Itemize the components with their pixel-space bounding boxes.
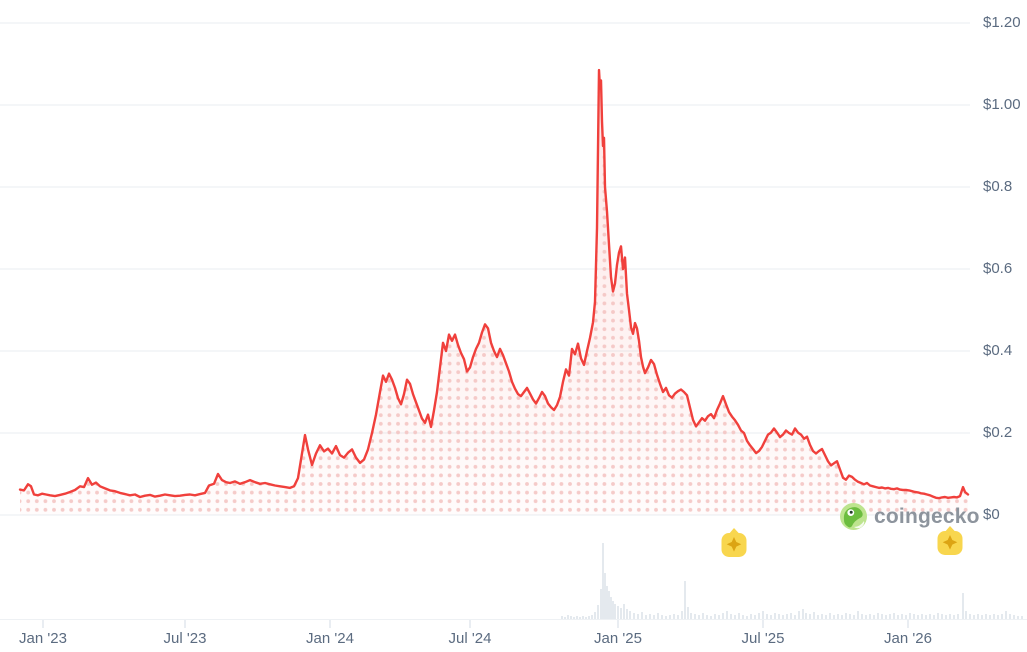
coingecko-logo-icon <box>840 503 867 530</box>
x-axis <box>0 619 1027 628</box>
sparkle-icon <box>937 526 963 555</box>
x-axis-label: Jul '23 <box>163 630 207 647</box>
coingecko-watermark: coingecko <box>840 503 980 530</box>
y-axis-label: $0.6 <box>983 260 1013 277</box>
price-area-fill <box>20 70 968 515</box>
volume-bars <box>561 543 1023 619</box>
x-axis-label: Jan '24 <box>306 630 354 647</box>
x-axis-label: Jan '23 <box>19 630 67 647</box>
x-axis-label: Jan '26 <box>884 630 932 647</box>
sparkle-badge-icon[interactable] <box>935 526 965 556</box>
x-axis-label: Jul '25 <box>741 630 785 647</box>
x-axis-label: Jul '24 <box>448 630 492 647</box>
y-axis-label: $1.00 <box>983 96 1021 113</box>
sparkle-icon <box>721 528 747 557</box>
coingecko-wordmark: coingecko <box>874 504 980 528</box>
y-axis-label: $0.8 <box>983 178 1013 195</box>
y-axis-label: $0.4 <box>983 342 1013 359</box>
price-line <box>18 68 970 500</box>
sparkle-badge-icon[interactable] <box>719 528 749 558</box>
y-axis-label: $1.20 <box>983 14 1021 31</box>
y-axis-label: $0.2 <box>983 424 1013 441</box>
y-axis-label: $0 <box>983 506 1000 523</box>
x-axis-label: Jan '25 <box>594 630 642 647</box>
